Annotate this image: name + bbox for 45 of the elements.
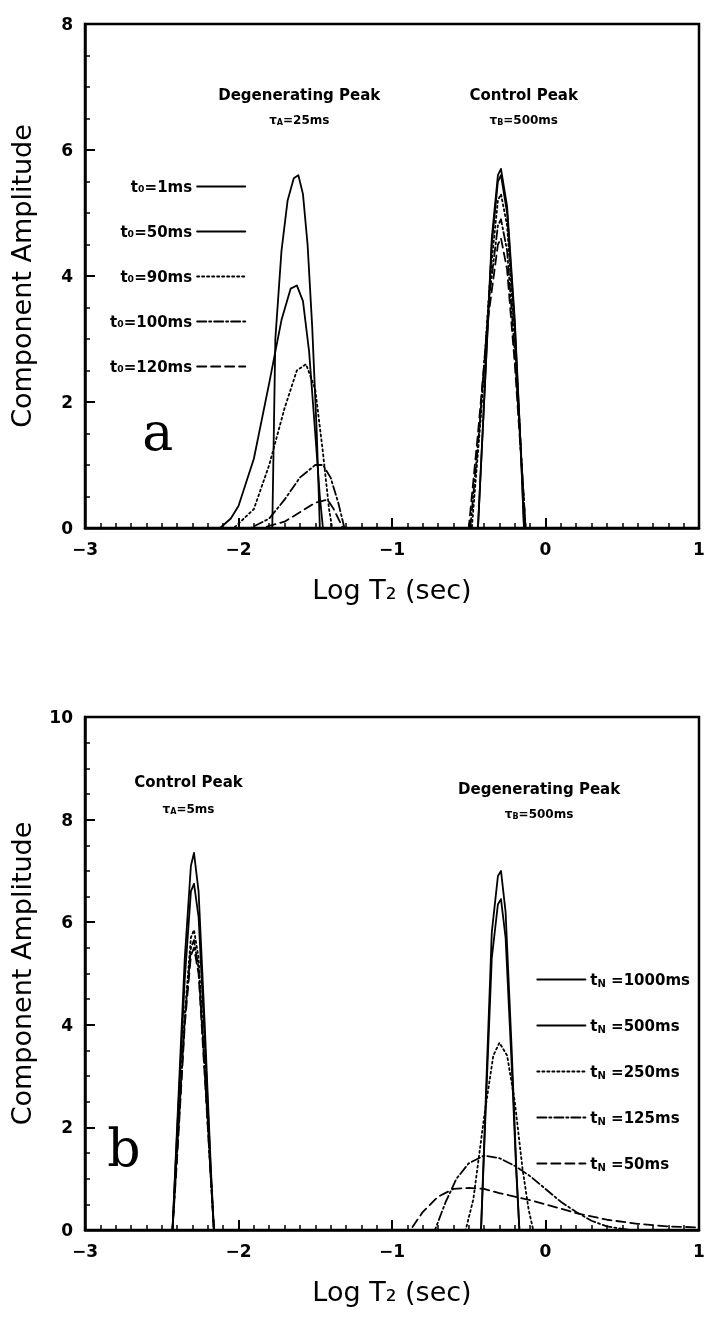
annotation: τB=500ms xyxy=(504,807,574,822)
legend-label: tN =1000ms xyxy=(590,970,691,989)
y-tick-label: 8 xyxy=(61,14,73,34)
annotation: τA=5ms xyxy=(162,802,215,817)
y-tick-label: 0 xyxy=(61,1220,74,1240)
annotation: τB=500ms xyxy=(489,112,558,127)
y-tick-label: 4 xyxy=(61,1014,74,1035)
annotation: τA=25ms xyxy=(269,112,330,127)
x-tick-label: −2 xyxy=(225,538,252,559)
x-tick-label: 1 xyxy=(693,1240,705,1261)
y-axis-title: Component Amplitude xyxy=(6,124,37,428)
y-tick-label: 0 xyxy=(61,518,74,538)
y-tick-label: 2 xyxy=(61,1117,73,1138)
x-tick-label: 0 xyxy=(539,538,552,559)
x-tick-label: 1 xyxy=(693,538,705,559)
legend-label: t₀=100ms xyxy=(109,312,193,331)
x-tick-label: −3 xyxy=(71,1240,99,1261)
x-axis-title: Log T₂ (sec) xyxy=(312,574,472,605)
y-tick-label: 6 xyxy=(61,912,73,933)
legend-label: tN =500ms xyxy=(590,1016,680,1035)
annotation: Degenerating Peak xyxy=(218,85,382,104)
y-tick-label: 6 xyxy=(61,140,73,160)
legend-label: tN =125ms xyxy=(590,1108,680,1127)
legend-label: t₀=50ms xyxy=(120,222,193,241)
x-tick-label: 0 xyxy=(539,1240,552,1261)
x-tick-label: −1 xyxy=(378,538,406,559)
legend-label: t₀=1ms xyxy=(130,177,193,196)
y-tick-label: 8 xyxy=(61,809,73,830)
y-tick-label: 4 xyxy=(61,266,74,286)
x-tick-label: −3 xyxy=(71,538,99,559)
legend-label: t₀=120ms xyxy=(109,357,193,376)
x-tick-label: −1 xyxy=(378,1240,406,1261)
annotation: b xyxy=(107,1117,141,1178)
y-tick-label: 2 xyxy=(61,392,73,412)
y-axis-title: Component Amplitude xyxy=(6,821,37,1126)
annotation: Control Peak xyxy=(134,773,244,792)
legend-label: tN =250ms xyxy=(590,1062,680,1081)
legend-label: t₀=90ms xyxy=(120,267,193,286)
annotation: Degenerating Peak xyxy=(458,779,622,798)
annotation: Control Peak xyxy=(469,85,579,104)
annotation: a xyxy=(142,402,174,463)
x-axis-title: Log T₂ (sec) xyxy=(312,1276,472,1307)
x-tick-label: −2 xyxy=(225,1240,252,1261)
legend-label: tN =50ms xyxy=(590,1154,670,1173)
y-tick-label: 10 xyxy=(49,707,74,727)
